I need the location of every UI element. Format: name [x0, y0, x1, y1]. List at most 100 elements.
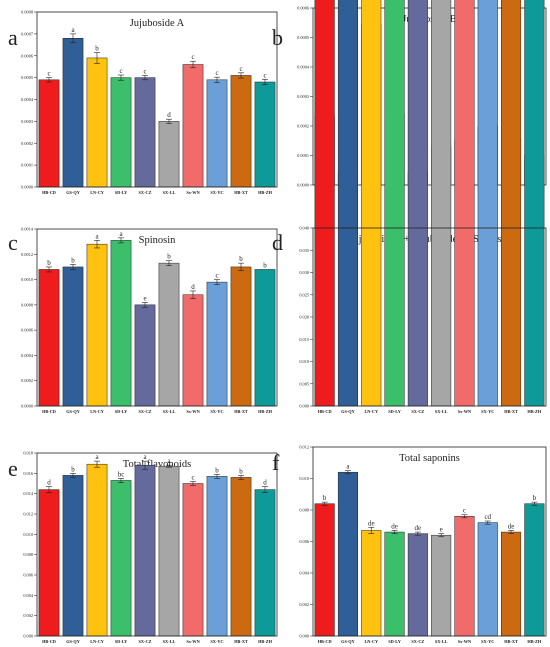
panel-d-ytick-label: 0.005 — [299, 381, 309, 386]
panel-a-xtick-label: HB-XT — [234, 190, 248, 195]
panel-a-ytick-label: 0.0005 — [21, 75, 33, 80]
panel-e-significance-letter: d — [47, 479, 51, 487]
panel-e-ytick-label: 0.012 — [23, 512, 33, 517]
panel-e-bar — [110, 480, 132, 637]
panel-a-bar — [182, 64, 204, 188]
panel-f-xtick-label: SX-CZ — [411, 639, 424, 644]
panel-a-xtick-label: GS-QY — [66, 190, 81, 195]
panel-d-xtick-label: SX-YC — [481, 409, 494, 414]
panel-d-bar — [454, 0, 475, 407]
panel-d-bar — [361, 0, 382, 407]
panel-d-letter: d — [272, 230, 283, 255]
panel-c-bar — [62, 266, 84, 407]
panel-c-ytick-label: 0.0012 — [21, 252, 33, 257]
panel-a-xtick-label: SD-LY — [115, 190, 128, 195]
panel-f-significance-letter: de — [391, 522, 398, 530]
panel-c-significance-letter: b — [71, 256, 75, 264]
panel-c-significance-letter: d — [191, 283, 195, 291]
panel-a-significance-letter: c — [263, 71, 266, 79]
panel-e-ytick-label: 0.014 — [23, 491, 34, 496]
panel-e-significance-letter: a — [95, 453, 99, 461]
panel-e-bar — [38, 489, 60, 637]
panel-f-significance-letter: cd — [484, 513, 491, 521]
panel-b-ytick-label: 0.0004 — [297, 65, 310, 70]
panel-c-bar — [158, 262, 180, 407]
panel-a-bar — [158, 121, 180, 188]
panel-d-xtick-label: HB-ZH — [527, 409, 542, 414]
panel-e-bar — [230, 477, 252, 637]
panel-f-significance-letter: e — [440, 526, 443, 534]
panel-a-ytick-label: 0.0006 — [21, 53, 34, 58]
panel-c-xtick-label: Sx-WN — [186, 409, 200, 414]
panel-f-xtick-label: LN-CY — [364, 639, 379, 644]
panel-d-bar — [384, 0, 405, 407]
panel-c-ytick-label: 0.0010 — [21, 277, 33, 282]
panel-d-bar — [501, 0, 522, 407]
panel-f-ytick-label: 0.002 — [299, 602, 309, 607]
panel-e-bar — [254, 489, 276, 637]
panel-f-frame — [312, 446, 547, 637]
panel-e-letter: e — [8, 456, 18, 481]
panel-a-bar — [230, 75, 252, 188]
panel-f-xtick-label: HB-ZH — [527, 639, 542, 644]
panel-f-significance-letter: de — [508, 522, 515, 530]
panel-e-frame — [36, 452, 278, 637]
panel-d-xtick-label: SD-LY — [388, 409, 401, 414]
panel-b-title: Jujuboside B — [402, 14, 457, 25]
panel-c-xtick-label: SX-YC — [210, 409, 223, 414]
panel-b-ytick-label: 0.0001 — [297, 153, 309, 158]
panel-d-xtick-label: HB-XT — [504, 409, 518, 414]
panel-e-xtick-label: SX-YC — [210, 639, 223, 644]
panel-c-significance-letter: e — [143, 294, 146, 302]
panel-f-ytick-label: 0.000 — [299, 634, 309, 639]
panel-c-xtick-label: HB-XT — [234, 409, 248, 414]
panel-c-xtick-label: HB-ZH — [258, 409, 273, 414]
panel-d-title: Jujuboside A+ Jujuboside B+Spinosin — [349, 234, 510, 245]
panel-d-bar — [314, 0, 335, 407]
panel-a-significance-letter: a — [71, 26, 75, 34]
panel-c-ytick-label: 0.0014 — [21, 227, 34, 232]
panel-a-xtick-label: HB-CD — [42, 190, 56, 195]
panel-a-bar — [38, 79, 60, 188]
panel-d-bar — [431, 0, 452, 407]
panel-f-bar — [407, 533, 428, 637]
panel-e-significance-letter: b — [71, 465, 75, 473]
panel-c-xtick-label: GS-QY — [66, 409, 81, 414]
panel-e-ytick-label: 0.006 — [23, 573, 34, 578]
panel-b-ytick-label: 0.0006 — [297, 6, 310, 11]
panel-b-ytick-label: 0.0005 — [297, 35, 309, 40]
panel-b-frame — [312, 7, 547, 186]
panel-a-significance-letter: d — [167, 111, 171, 119]
panel-f-bar — [524, 503, 545, 637]
panel-c-ytick-label: 0.0002 — [21, 378, 33, 383]
panel-f-bar — [477, 522, 498, 637]
panel-f-bar — [501, 531, 522, 637]
panel-a-ytick-label: 0.0008 — [21, 10, 33, 15]
panel-d-ytick-label: 0.010 — [299, 359, 309, 364]
panel-a-significance-letter: c — [191, 53, 194, 61]
panel-c-bar — [86, 243, 108, 407]
panel-f-xtick-label: HB-XT — [504, 639, 518, 644]
panel-a-title: Jujuboside A — [130, 18, 185, 29]
panel-c-bar — [110, 240, 132, 407]
panel-f-ytick-label: 0.012 — [299, 445, 309, 450]
panel-c-significance-letter: b — [167, 253, 171, 261]
panel-f-bar — [454, 516, 475, 637]
panel-d-xtick-label: LN-CY — [364, 409, 379, 414]
panel-c-bar — [206, 281, 228, 407]
panel-d-ytick-label: 0.030 — [299, 270, 309, 275]
panel-e-ytick-label: 0.000 — [23, 634, 33, 639]
panel-a-bar — [110, 77, 132, 188]
panel-c-bar — [134, 304, 156, 407]
panel-a-significance-letter: c — [239, 65, 242, 73]
panel-d-ytick-label: 0.035 — [299, 248, 309, 253]
panel-c-bar — [230, 266, 252, 407]
panel-b-ytick-label: 0.0000 — [297, 183, 309, 188]
panel-a-bar — [62, 38, 84, 188]
panel-e-xtick-label: Sx-WN — [186, 639, 200, 644]
panel-e-significance-letter: a — [167, 457, 171, 465]
panel-f-bar — [361, 530, 382, 637]
panel-c-bar — [182, 294, 204, 407]
panel-d-xtick-label: SX-CZ — [411, 409, 424, 414]
panel-a-ytick-label: 0.0007 — [21, 31, 34, 36]
